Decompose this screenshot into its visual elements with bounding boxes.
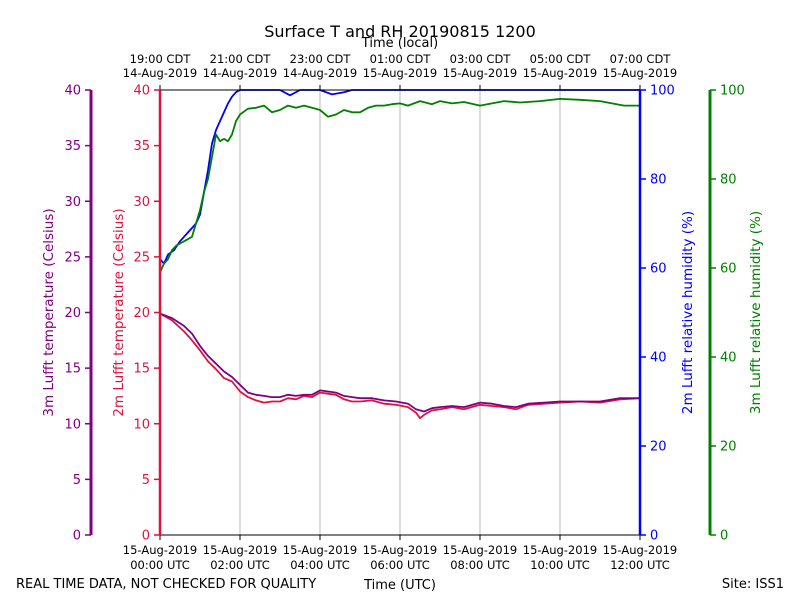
x-tick-label-utc-time-1: 02:00 UTC	[210, 558, 270, 572]
axis-tick-label-rh3-5: 100	[720, 84, 745, 99]
x-tick-label-utc-date-4: 15-Aug-2019	[443, 543, 517, 557]
x-tick-label-local-date-4: 15-Aug-2019	[443, 66, 517, 80]
bottom-axis-title: Time (UTC)	[363, 578, 436, 593]
axis-tick-label-rh2-4: 80	[650, 173, 667, 188]
axis-tick-label-t2-6: 30	[133, 195, 150, 210]
axis-label-rh2: 2m Lufft relative humidity (%)	[680, 211, 696, 414]
axis-tick-label-t3-8: 40	[64, 84, 81, 99]
x-tick-label-local-date-0: 14-Aug-2019	[123, 66, 197, 80]
series-line-t3	[160, 312, 640, 413]
series-layer	[160, 89, 640, 420]
axis-tick-label-t2-0: 0	[142, 529, 150, 544]
x-tick-label-utc-time-0: 00:00 UTC	[130, 558, 190, 572]
axis-tick-label-rh3-1: 20	[720, 440, 737, 455]
x-tick-label-utc-date-2: 15-Aug-2019	[283, 543, 357, 557]
axis-tick-label-rh2-3: 60	[650, 262, 667, 277]
x-tick-label-utc-date-0: 15-Aug-2019	[123, 543, 197, 557]
x-tick-label-local-date-5: 15-Aug-2019	[523, 66, 597, 80]
axis-tick-label-rh2-1: 20	[650, 440, 667, 455]
series-line-rh3	[160, 98, 640, 273]
axis-tick-label-rh3-0: 0	[720, 529, 728, 544]
axis-label-t3: 3m Lufft temperature (Celsius)	[41, 208, 57, 416]
axis-tick-label-t3-7: 35	[64, 139, 81, 154]
chart-title: Surface T and RH 20190815 1200	[264, 22, 536, 41]
x-tick-label-local-date-1: 14-Aug-2019	[203, 66, 277, 80]
axis-tick-label-rh2-2: 40	[650, 351, 667, 366]
x-tick-label-local-time-2: 23:00 CDT	[290, 52, 352, 66]
axis-tick-label-t2-8: 40	[133, 84, 150, 99]
x-tick-label-utc-date-1: 15-Aug-2019	[203, 543, 277, 557]
axis-label-rh3: 3m Lufft relative humidity (%)	[748, 211, 764, 414]
axis-tick-label-t3-5: 25	[64, 250, 81, 265]
gridlines	[239, 90, 561, 535]
axis-tick-label-t3-2: 10	[64, 417, 81, 432]
axis-tick-label-t2-7: 35	[133, 139, 150, 154]
x-tick-label-utc-date-5: 15-Aug-2019	[523, 543, 597, 557]
axis-tick-label-t3-1: 5	[73, 473, 81, 488]
axis-tick-label-t2-5: 25	[133, 250, 150, 265]
top-axis-title: Time (local)	[361, 36, 438, 51]
axis-tick-label-rh2-0: 0	[650, 529, 658, 544]
axis-tick-label-t2-3: 15	[133, 362, 150, 377]
x-tick-label-local-time-6: 07:00 CDT	[610, 52, 672, 66]
axis-tick-label-rh3-2: 40	[720, 351, 737, 366]
x-tick-label-local-date-2: 14-Aug-2019	[283, 66, 357, 80]
axis-label-t2: 2m Lufft temperature (Celsius)	[111, 208, 127, 416]
x-tick-label-utc-date-6: 15-Aug-2019	[603, 543, 677, 557]
axis-tick-label-t3-6: 30	[64, 195, 81, 210]
series-line-rh2	[160, 89, 640, 265]
axis-tick-label-t2-2: 10	[133, 417, 150, 432]
x-tick-label-local-time-3: 01:00 CDT	[370, 52, 432, 66]
x-tick-label-utc-time-5: 10:00 UTC	[530, 558, 590, 572]
axis-tick-label-t3-0: 0	[73, 529, 81, 544]
axis-tick-label-rh3-3: 60	[720, 262, 737, 277]
x-tick-label-utc-time-6: 12:00 UTC	[610, 558, 670, 572]
x-tick-label-utc-time-3: 06:00 UTC	[370, 558, 430, 572]
x-tick-label-local-time-1: 21:00 CDT	[210, 52, 272, 66]
x-tick-label-local-time-0: 19:00 CDT	[130, 52, 192, 66]
axis-tick-label-rh3-4: 80	[720, 173, 737, 188]
x-tick-label-utc-date-3: 15-Aug-2019	[363, 543, 437, 557]
series-line-t2	[160, 312, 640, 420]
axis-tick-label-t3-4: 20	[64, 306, 81, 321]
x-tick-label-utc-time-4: 08:00 UTC	[450, 558, 510, 572]
site-label: Site: ISS1	[722, 577, 784, 592]
axis-tick-label-t2-4: 20	[133, 306, 150, 321]
axis-tick-label-t2-1: 5	[142, 473, 150, 488]
x-tick-label-utc-time-2: 04:00 UTC	[290, 558, 350, 572]
x-tick-label-local-time-5: 05:00 CDT	[530, 52, 592, 66]
x-tick-label-local-date-3: 15-Aug-2019	[363, 66, 437, 80]
x-tick-label-local-date-6: 15-Aug-2019	[603, 66, 677, 80]
x-tick-label-local-time-4: 03:00 CDT	[450, 52, 512, 66]
axis-tick-label-rh2-5: 100	[650, 84, 675, 99]
quality-notice: REAL TIME DATA, NOT CHECKED FOR QUALITY	[16, 577, 316, 592]
axis-tick-label-t3-3: 15	[64, 362, 81, 377]
